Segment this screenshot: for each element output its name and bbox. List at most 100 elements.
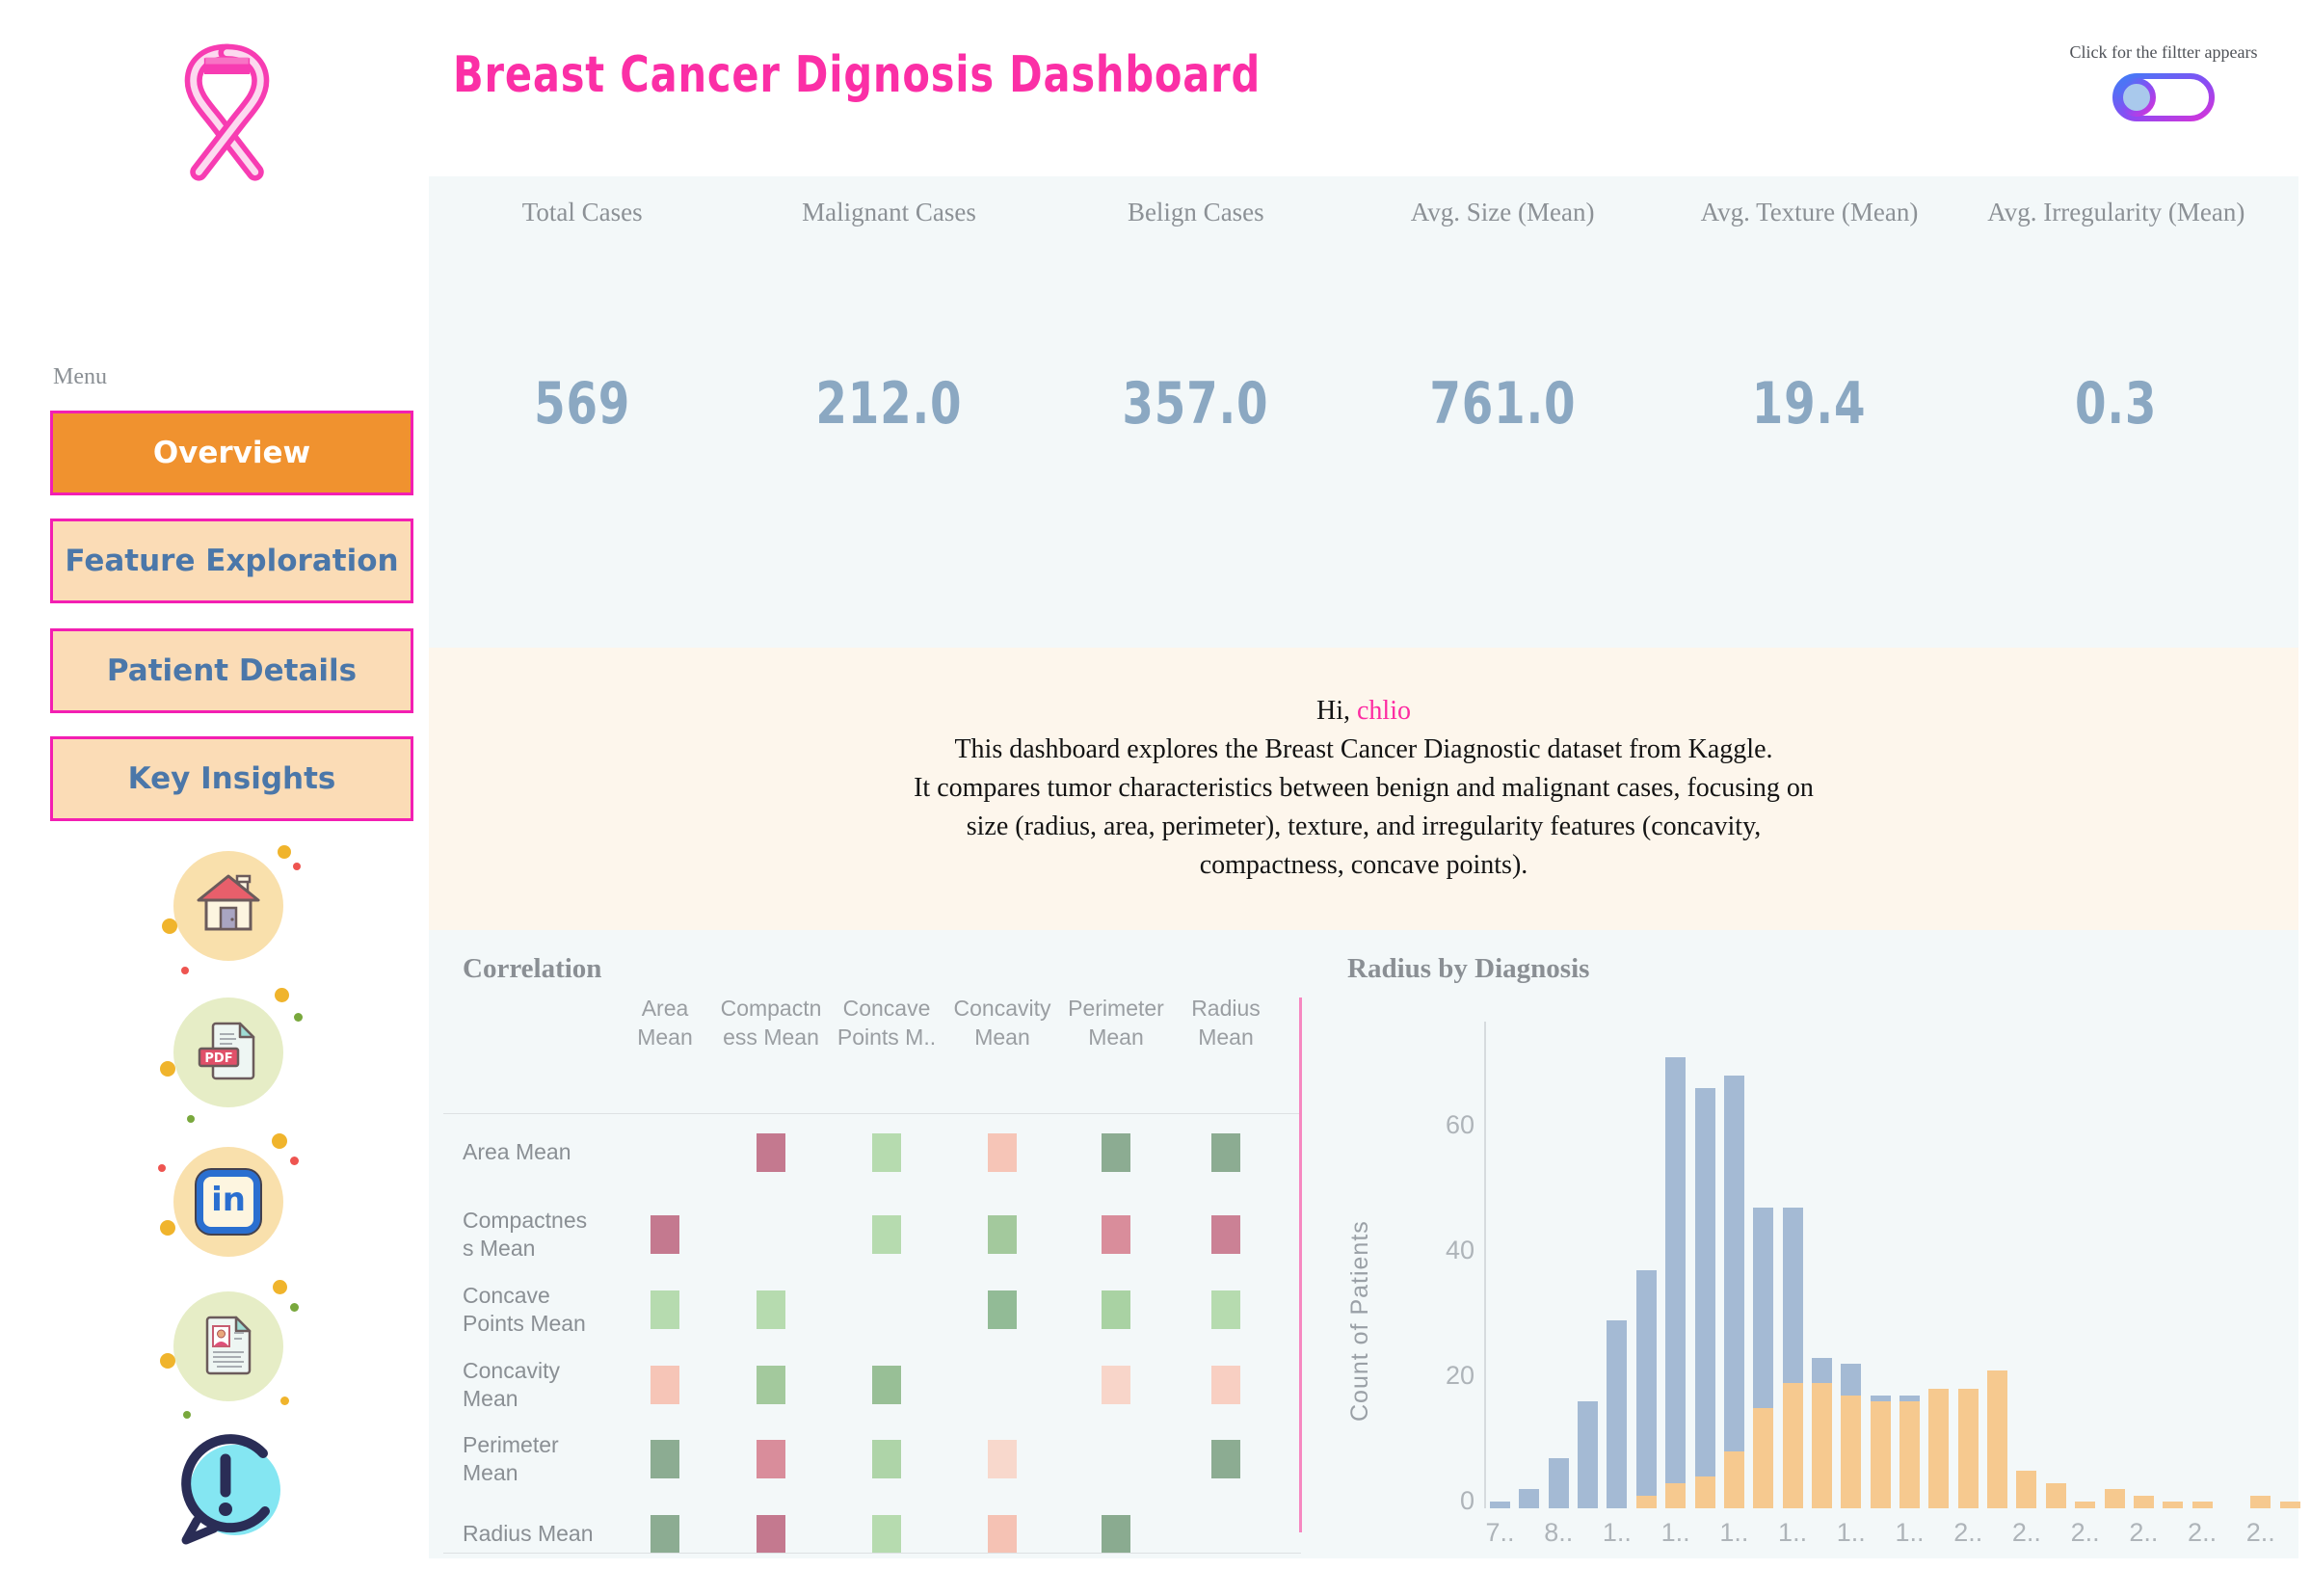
corr-cell[interactable] bbox=[757, 1133, 785, 1172]
decorative-dot bbox=[162, 918, 177, 934]
hist-bar-orange[interactable] bbox=[1753, 1408, 1774, 1508]
hist-bar-orange[interactable] bbox=[1957, 1389, 1979, 1508]
menu-label: Menu bbox=[53, 364, 107, 389]
corr-cell[interactable] bbox=[1102, 1215, 1130, 1254]
corr-cell[interactable] bbox=[872, 1215, 901, 1254]
decorative-dot bbox=[183, 1411, 191, 1419]
kpi-label: Avg. Size (Mean) bbox=[1410, 198, 1595, 226]
histogram-title: Radius by Diagnosis bbox=[1347, 953, 1590, 984]
hist-bar-orange[interactable] bbox=[1635, 1496, 1657, 1508]
x-axis-tick: 7.. bbox=[1485, 1518, 1515, 1547]
corr-cell[interactable] bbox=[757, 1366, 785, 1404]
hist-bar-orange[interactable] bbox=[2016, 1471, 2037, 1508]
home-icon[interactable] bbox=[162, 845, 301, 974]
hist-bar-orange[interactable] bbox=[2133, 1496, 2154, 1508]
sidebar-item-feature-exploration[interactable]: Feature Exploration bbox=[50, 519, 413, 603]
sidebar-item-patient-details[interactable]: Patient Details bbox=[50, 628, 413, 713]
toggle-knob[interactable] bbox=[2117, 78, 2156, 117]
linkedin-icon[interactable]: in bbox=[158, 1133, 299, 1257]
y-axis-tick: 20 bbox=[1445, 1361, 1474, 1390]
hist-bar-orange[interactable] bbox=[2045, 1483, 2066, 1508]
corr-cell[interactable] bbox=[1102, 1290, 1130, 1329]
hist-bar-orange[interactable] bbox=[1782, 1383, 1803, 1508]
hist-bar-orange[interactable] bbox=[1694, 1476, 1715, 1508]
corr-cell[interactable] bbox=[988, 1515, 1017, 1554]
corr-cell[interactable] bbox=[651, 1440, 679, 1478]
corr-cell[interactable] bbox=[988, 1290, 1017, 1329]
hist-bar-blue[interactable] bbox=[1578, 1401, 1599, 1508]
corr-cell[interactable] bbox=[872, 1133, 901, 1172]
kpi-value: 212.0 bbox=[815, 370, 963, 438]
corr-row-label: Area Mean bbox=[463, 1139, 571, 1164]
corr-cell[interactable] bbox=[1211, 1133, 1240, 1172]
hist-bar-orange[interactable] bbox=[1899, 1401, 1920, 1508]
alert-icon[interactable] bbox=[173, 1430, 283, 1552]
hist-bar-blue[interactable] bbox=[1723, 1076, 1744, 1508]
welcome-text-line: size (radius, area, perimeter), texture,… bbox=[966, 811, 1762, 841]
corr-cell[interactable] bbox=[1211, 1440, 1240, 1478]
corr-cell[interactable] bbox=[988, 1133, 1017, 1172]
corr-cell[interactable] bbox=[872, 1515, 901, 1554]
corr-cell[interactable] bbox=[1102, 1515, 1130, 1554]
hist-bar-blue[interactable] bbox=[1548, 1458, 1569, 1508]
hist-bar-blue[interactable] bbox=[1490, 1502, 1510, 1508]
corr-row-label: Concavity Mean bbox=[463, 1358, 560, 1411]
sidebar-item-overview[interactable]: Overview bbox=[50, 411, 413, 495]
x-axis-tick: 1.. bbox=[1895, 1518, 1925, 1547]
corr-cell[interactable] bbox=[1211, 1215, 1240, 1254]
kpi-value: 569 bbox=[534, 370, 631, 438]
kpi-card: Avg. Irregularity (Mean) 0.3 bbox=[1963, 176, 2270, 648]
corr-cell[interactable] bbox=[757, 1515, 785, 1554]
hist-bar-orange[interactable] bbox=[2250, 1496, 2271, 1508]
divider-line bbox=[443, 1113, 1301, 1114]
hist-bar-blue[interactable] bbox=[1607, 1320, 1628, 1508]
hist-bar-orange[interactable] bbox=[2075, 1502, 2096, 1508]
corr-cell[interactable] bbox=[651, 1366, 679, 1404]
pdf-icon[interactable]: PDF bbox=[160, 988, 303, 1123]
corr-cell[interactable] bbox=[757, 1440, 785, 1478]
corr-cell[interactable] bbox=[1102, 1366, 1130, 1404]
corr-cell[interactable] bbox=[1211, 1366, 1240, 1404]
welcome-text-line: This dashboard explores the Breast Cance… bbox=[954, 734, 1773, 764]
corr-col-header: Area Mean bbox=[637, 996, 693, 1050]
filter-toggle[interactable] bbox=[2110, 70, 2218, 124]
hist-bar-orange[interactable] bbox=[1841, 1396, 1862, 1508]
corr-cell[interactable] bbox=[651, 1290, 679, 1329]
hist-bar-orange[interactable] bbox=[1723, 1451, 1744, 1508]
hist-bar-blue[interactable] bbox=[1519, 1489, 1540, 1508]
corr-cell[interactable] bbox=[757, 1290, 785, 1329]
hist-bar-blue[interactable] bbox=[1694, 1088, 1715, 1508]
x-axis-tick: 2.. bbox=[2070, 1518, 2100, 1547]
corr-cell[interactable] bbox=[988, 1215, 1017, 1254]
hist-bar-orange[interactable] bbox=[1811, 1383, 1832, 1508]
x-axis-tick: 1.. bbox=[1778, 1518, 1808, 1547]
sidebar-item-key-insights[interactable]: Key Insights bbox=[50, 736, 413, 821]
corr-cell[interactable] bbox=[651, 1515, 679, 1554]
hist-bar-orange[interactable] bbox=[1928, 1389, 1950, 1508]
kpi-value: 761.0 bbox=[1429, 370, 1577, 438]
hist-bar-orange[interactable] bbox=[1870, 1401, 1891, 1508]
resume-icon[interactable] bbox=[160, 1280, 299, 1419]
decorative-dot bbox=[290, 1157, 299, 1165]
x-axis-tick: 2.. bbox=[2011, 1518, 2041, 1547]
hist-bar-orange[interactable] bbox=[2163, 1502, 2184, 1508]
corr-cell[interactable] bbox=[1102, 1133, 1130, 1172]
corr-cell[interactable] bbox=[872, 1440, 901, 1478]
resume-document-glyph bbox=[205, 1316, 252, 1375]
kpi-card: Belign Cases 357.0 bbox=[1043, 176, 1349, 648]
hist-bar-orange[interactable] bbox=[2191, 1502, 2213, 1508]
hist-bar-orange[interactable] bbox=[2279, 1502, 2300, 1508]
hist-bar-orange[interactable] bbox=[2104, 1489, 2125, 1508]
corr-cell[interactable] bbox=[988, 1440, 1017, 1478]
decorative-dot bbox=[272, 1133, 287, 1149]
hist-bar-orange[interactable] bbox=[1987, 1370, 2008, 1508]
corr-cell[interactable] bbox=[872, 1366, 901, 1404]
corr-cell[interactable] bbox=[651, 1215, 679, 1254]
hist-bar-blue[interactable] bbox=[1635, 1270, 1657, 1508]
corr-col-header: Concave Points M.. bbox=[837, 996, 937, 1050]
hist-bar-orange[interactable] bbox=[1665, 1483, 1687, 1508]
charts-band: Correlation Area Mean Compactn ess Mean Co… bbox=[429, 930, 2300, 1558]
corr-cell[interactable] bbox=[1211, 1290, 1240, 1329]
hist-bar-blue[interactable] bbox=[1665, 1057, 1687, 1508]
